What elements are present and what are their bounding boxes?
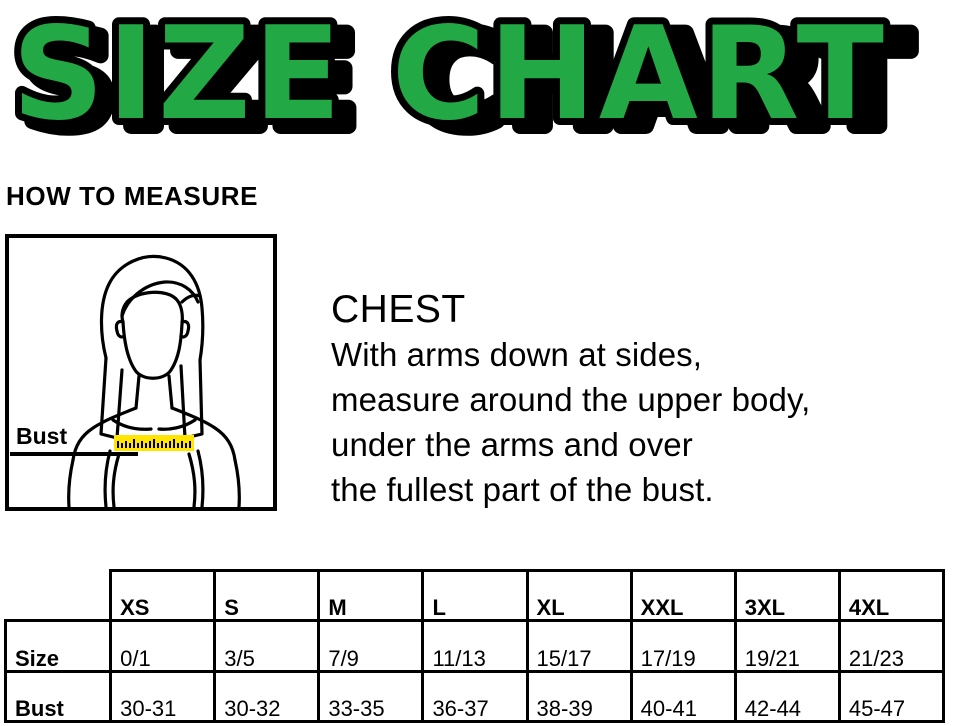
tape-ticks bbox=[117, 439, 191, 448]
column-header-s: S bbox=[213, 568, 321, 623]
shoulder-left bbox=[71, 406, 138, 462]
arm-inner-right bbox=[196, 449, 205, 507]
column-header-l: L bbox=[421, 568, 529, 623]
shoulder-right bbox=[170, 406, 237, 462]
column-header-xl: XL bbox=[525, 568, 633, 623]
face-outline bbox=[120, 290, 184, 380]
cell-size-xxl: 17/19 bbox=[629, 619, 737, 673]
hair-outline-left bbox=[99, 356, 124, 440]
row-header-bust: Bust bbox=[3, 669, 113, 724]
title-main-text: SIZE CHART bbox=[12, 0, 887, 149]
ear-right bbox=[179, 319, 191, 339]
cell-bust-3xl: 42-44 bbox=[733, 669, 841, 724]
cell-bust-xs: 30-31 bbox=[109, 669, 217, 724]
neck-right bbox=[167, 374, 174, 410]
size-table-container: XS S M L XL XXL 3XL 4XL Size 0/1 3/5 7/9… bbox=[3, 568, 949, 724]
bangs-sweep bbox=[120, 280, 200, 318]
chest-description-block: CHEST With arms down at sides, measure a… bbox=[331, 288, 931, 512]
neck-left bbox=[134, 374, 141, 410]
cell-bust-xxl: 40-41 bbox=[629, 669, 737, 724]
table-row-size: Size 0/1 3/5 7/9 11/13 15/17 17/19 19/21… bbox=[3, 619, 946, 673]
page-title-banner: SIZE CHART SIZE CHART bbox=[0, 0, 953, 150]
cell-bust-4xl: 45-47 bbox=[837, 669, 946, 724]
collarbone-right bbox=[157, 418, 197, 431]
title-shadow-text: SIZE CHART bbox=[22, 8, 914, 150]
torso-side-right bbox=[187, 452, 197, 507]
cell-size-l: 11/13 bbox=[421, 619, 529, 673]
cell-bust-s: 30-32 bbox=[213, 669, 321, 724]
table-corner-cell bbox=[6, 571, 111, 621]
ear-left bbox=[114, 319, 126, 339]
arm-outer-right bbox=[233, 458, 241, 507]
measuring-tape bbox=[114, 435, 194, 451]
arm-outer-left bbox=[67, 458, 75, 507]
chest-description-text: With arms down at sides, measure around … bbox=[331, 336, 811, 508]
column-header-m: M bbox=[317, 568, 425, 623]
cell-size-m: 7/9 bbox=[317, 619, 425, 673]
bangs-tip bbox=[180, 293, 202, 304]
column-header-4xl: 4XL bbox=[837, 568, 946, 623]
hair-outline-right bbox=[99, 254, 205, 440]
table-header-row: XS S M L XL XXL 3XL 4XL bbox=[6, 568, 946, 623]
cell-bust-xl: 38-39 bbox=[525, 669, 633, 724]
column-header-3xl: 3XL bbox=[733, 568, 841, 623]
cell-size-s: 3/5 bbox=[213, 619, 321, 673]
measurement-illustration-box bbox=[5, 234, 277, 511]
female-torso-figure bbox=[67, 254, 241, 507]
cell-size-3xl: 19/21 bbox=[733, 619, 841, 673]
row-header-size: Size bbox=[3, 619, 113, 673]
chest-heading: CHEST bbox=[331, 288, 466, 331]
cell-size-xs: 0/1 bbox=[109, 619, 217, 673]
cell-bust-l: 36-37 bbox=[421, 669, 529, 724]
cell-size-4xl: 21/23 bbox=[837, 619, 946, 673]
collarbone-left bbox=[111, 418, 153, 431]
table-row-bust: Bust 30-31 30-32 33-35 36-37 38-39 40-41… bbox=[3, 669, 946, 724]
cell-size-xl: 15/17 bbox=[525, 619, 633, 673]
arm-inner-left bbox=[103, 449, 112, 507]
size-table: XS S M L XL XXL 3XL 4XL Size 0/1 3/5 7/9… bbox=[3, 568, 946, 724]
column-header-xs: XS bbox=[109, 568, 217, 623]
how-to-measure-heading: HOW TO MEASURE bbox=[6, 181, 259, 211]
column-header-xxl: XXL bbox=[629, 568, 737, 623]
size-chart-title-graphic: SIZE CHART SIZE CHART bbox=[5, 0, 919, 150]
torso-side-left bbox=[111, 452, 121, 507]
cell-bust-m: 33-35 bbox=[317, 669, 425, 724]
